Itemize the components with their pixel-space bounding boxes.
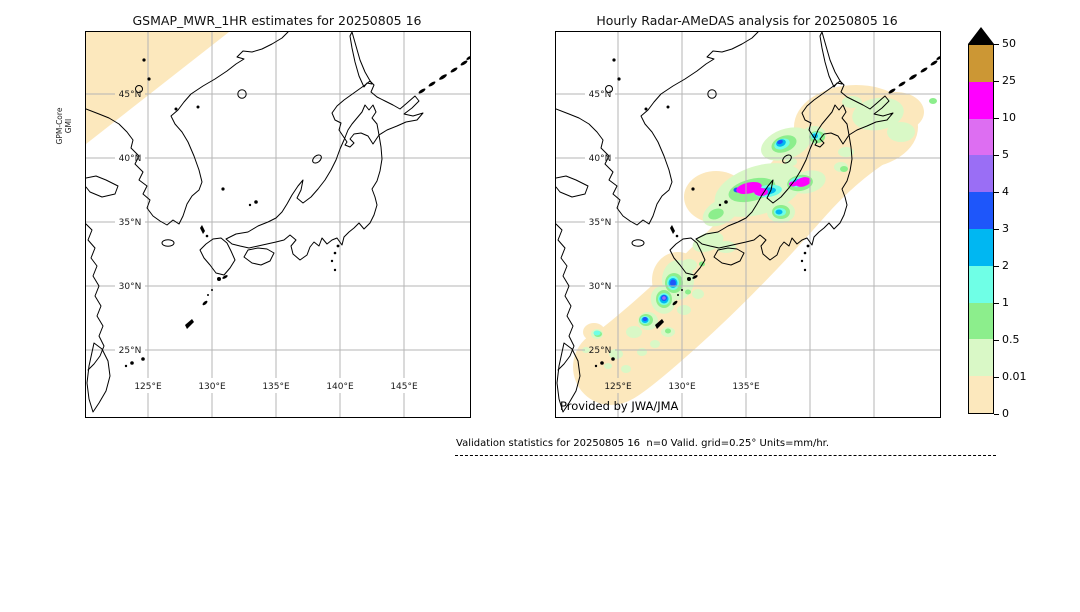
colorbar-tick [994,80,999,82]
lat-label: 25°N [589,346,612,356]
colorbar-tick [994,339,999,341]
colorbar-segment [969,339,993,377]
colorbar-tick-label: 50 [1002,37,1016,50]
colorbar-tick-label: 3 [1002,222,1009,235]
lon-label: 135°E [732,382,760,392]
colorbar-tick [994,265,999,267]
colorbar-tick-label: 10 [1002,111,1016,124]
left-grid-labels: 45°N 40°N 35°N 30°N 25°N 125°E 130°E 135… [119,90,418,392]
lat-label: 25°N [119,346,142,356]
sensor-name-line2: GMI [64,118,74,134]
lat-label: 45°N [589,90,612,100]
colorbar: 50 25 10 5 4 3 2 1 0.5 0.01 0 [968,27,1028,420]
lat-label: 35°N [119,218,142,228]
colorbar-segment [969,155,993,193]
sensor-side-label: GPM-Core GMI [55,88,89,164]
colorbar-segment [969,118,993,156]
lon-label: 125°E [134,382,162,392]
sensor-name-line1: GPM-Core [55,107,64,145]
lon-label: 145°E [390,382,418,392]
colorbar-segment [969,192,993,229]
left-map-svg: 45°N 40°N 35°N 30°N 25°N 125°E 130°E 135… [86,32,470,417]
colorbar-tick-label: 0.01 [1002,370,1027,383]
right-panel-title: Hourly Radar-AMeDAS analysis for 2025080… [596,13,898,28]
colorbar-over-arrow [968,27,994,44]
lon-label: 130°E [668,382,696,392]
colorbar-tick [994,154,999,156]
colorbar-tick-label: 5 [1002,148,1009,161]
colorbar-segment [969,302,993,340]
colorbar-segment [969,45,993,82]
precip-field [573,85,937,405]
colorbar-tick [994,117,999,119]
lat-label: 30°N [119,282,142,292]
lon-label: 140°E [326,382,354,392]
precip-bin-10-25 [736,177,811,196]
colorbar-tick [994,376,999,378]
colorbar-segment [969,376,993,413]
left-swath-layer [86,32,229,144]
lat-label: 30°N [589,282,612,292]
colorbar-body [968,44,994,414]
colorbar-tick [994,413,999,415]
right-map-svg: 45°N 40°N 35°N 30°N 25°N 125°E 130°E 135… [556,32,940,417]
colorbar-tick [994,43,999,45]
right-map-panel: 45°N 40°N 35°N 30°N 25°N 125°E 130°E 135… [555,31,941,418]
colorbar-tick-label: 4 [1002,185,1009,198]
lat-label: 45°N [119,90,142,100]
lat-label: 40°N [119,154,142,164]
colorbar-tick-label: 1 [1002,296,1009,309]
colorbar-tick [994,302,999,304]
colorbar-tick [994,228,999,230]
validation-dashed-rule [455,455,996,456]
lon-label: 125°E [604,382,632,392]
colorbar-tick-label: 0 [1002,407,1009,420]
over-range-triangle [968,27,994,44]
precip-bin-0-0.01 [573,85,924,405]
colorbar-tick [994,191,999,193]
colorbar-tick-label: 0.5 [1002,333,1020,346]
colorbar-segment [969,228,993,266]
lon-label: 130°E [198,382,226,392]
colorbar-tick-label: 2 [1002,259,1009,272]
validation-statistics-text: Validation statistics for 20250805 16 n=… [456,438,830,449]
colorbar-tick-label: 25 [1002,74,1016,87]
lon-label: 135°E [262,382,290,392]
right-grid-labels: 45°N 40°N 35°N 30°N 25°N 125°E 130°E 135… [560,90,760,413]
colorbar-segment [969,81,993,119]
credit-label: Provided by JWA/JMA [560,399,679,413]
gmi-swath-no-rain-area [86,32,229,144]
left-map-panel: 45°N 40°N 35°N 30°N 25°N 125°E 130°E 135… [85,31,471,418]
lat-label: 35°N [589,218,612,228]
colorbar-segment [969,265,993,303]
lat-label: 40°N [589,154,612,164]
left-panel-title: GSMAP_MWR_1HR estimates for 20250805 16 [132,13,422,28]
